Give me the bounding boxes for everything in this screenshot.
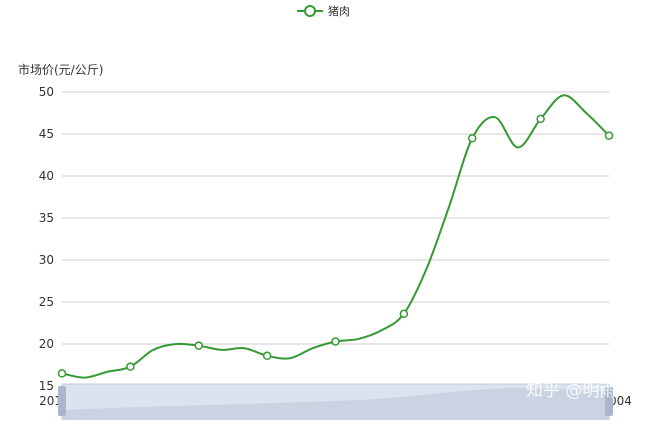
data-point-marker[interactable]: [604, 131, 614, 140]
data-point-marker[interactable]: [126, 362, 135, 371]
y-tick-label: 15: [39, 379, 54, 393]
data-zoom-slider[interactable]: [58, 383, 613, 421]
y-tick-label: 40: [39, 169, 54, 183]
data-zoom-handle-right[interactable]: [605, 386, 613, 416]
y-tick-label: 35: [39, 211, 54, 225]
y-tick-label: 20: [39, 337, 54, 351]
y-axis-ticks: 15 20 25 30 35 40 45 50: [39, 85, 54, 393]
data-point-marker[interactable]: [331, 337, 340, 346]
watermark: 知乎 @明雨: [526, 381, 616, 401]
y-tick-label: 45: [39, 127, 54, 141]
y-tick-label: 50: [39, 85, 54, 99]
legend-marker-icon: [304, 5, 316, 17]
y-tick-label: 30: [39, 253, 54, 267]
series-group: [57, 94, 614, 379]
series-line-pork: [61, 94, 610, 379]
data-zoom-handle-left[interactable]: [58, 386, 66, 416]
data-point-marker[interactable]: [399, 309, 409, 319]
y-tick-label: 25: [39, 295, 54, 309]
data-point-marker[interactable]: [57, 369, 67, 378]
legend[interactable]: 猪肉: [297, 5, 350, 18]
y-axis-title: 市场价(元/公斤): [18, 62, 103, 77]
data-point-marker[interactable]: [468, 133, 477, 143]
data-zoom-preview-area: [62, 388, 609, 420]
data-point-marker[interactable]: [194, 341, 203, 350]
data-point-marker[interactable]: [536, 114, 545, 124]
data-point-marker[interactable]: [262, 351, 272, 361]
legend-label: 猪肉: [328, 5, 350, 18]
